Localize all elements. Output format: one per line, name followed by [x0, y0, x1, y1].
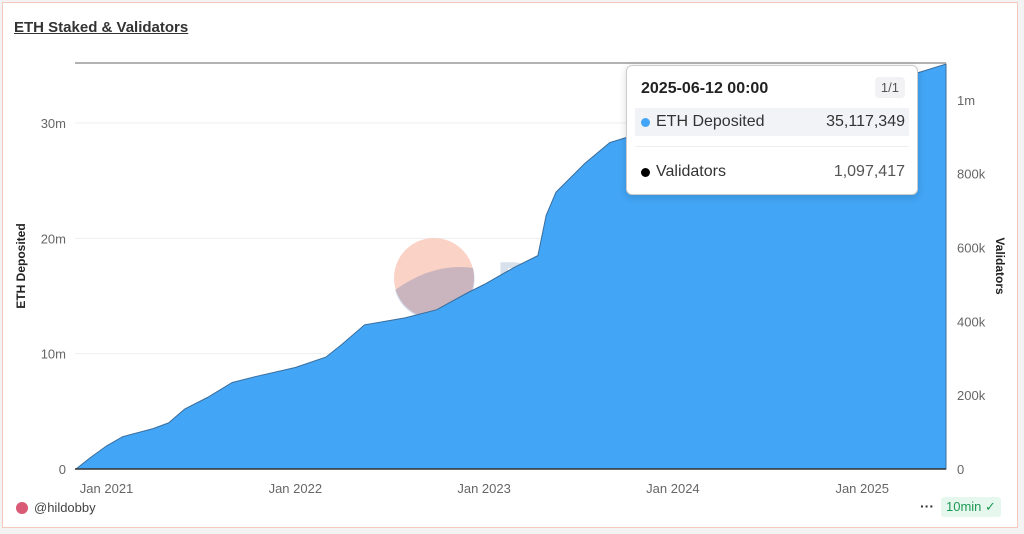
eth-dot-icon [641, 117, 650, 127]
refresh-interval: 10min [946, 499, 982, 514]
y2-tick-label: 600k [957, 241, 986, 256]
y-tick-label: 30m [41, 116, 66, 131]
x-tick-label: Jan 2021 [80, 481, 134, 496]
tooltip-page: 1/1 [874, 77, 905, 98]
y2-tick-label: 1m [957, 93, 975, 108]
tooltip-value: 35,117,349 [826, 113, 905, 130]
tooltip-row-validators: Validators 1,097,417 [635, 158, 909, 186]
author-name[interactable]: @hildobby [34, 500, 96, 515]
refresh-badge[interactable]: 10min ✓ [941, 497, 1001, 517]
more-options-button[interactable]: ··· [920, 498, 934, 514]
tooltip-date: 2025-06-12 00:00 [641, 80, 769, 97]
tooltip-row-eth: ETH Deposited 35,117,349 [635, 108, 909, 136]
chart-title[interactable]: ETH Staked & Validators [14, 19, 189, 36]
check-circle-icon: ✓ [985, 499, 996, 514]
tooltip-label: Validators [656, 163, 726, 180]
y-tick-label: 20m [41, 231, 66, 246]
y2-axis-label: Validators [993, 237, 1007, 295]
y-tick-label: 0 [59, 462, 66, 477]
tooltip: 2025-06-12 00:00 1/1 ETH Deposited 35,11… [626, 65, 918, 195]
tooltip-divider [635, 146, 909, 147]
x-tick-label: Jan 2023 [457, 481, 511, 496]
dune-logo-icon [394, 238, 474, 318]
author[interactable]: @hildobby [16, 500, 96, 515]
x-tick-label: Jan 2022 [269, 481, 323, 496]
tooltip-label: ETH Deposited [656, 113, 765, 130]
y-tick-label: 10m [41, 347, 66, 362]
avatar [16, 501, 28, 514]
y-axis-label: ETH Deposited [14, 223, 28, 308]
y2-tick-label: 400k [957, 314, 986, 329]
x-tick-label: Jan 2025 [835, 481, 889, 496]
y2-tick-label: 0 [957, 462, 964, 477]
y2-tick-label: 200k [957, 388, 986, 403]
tooltip-value: 1,097,417 [833, 163, 905, 180]
x-tick-label: Jan 2024 [646, 481, 700, 496]
y2-tick-label: 800k [957, 167, 986, 182]
validators-dot-icon [641, 167, 650, 177]
